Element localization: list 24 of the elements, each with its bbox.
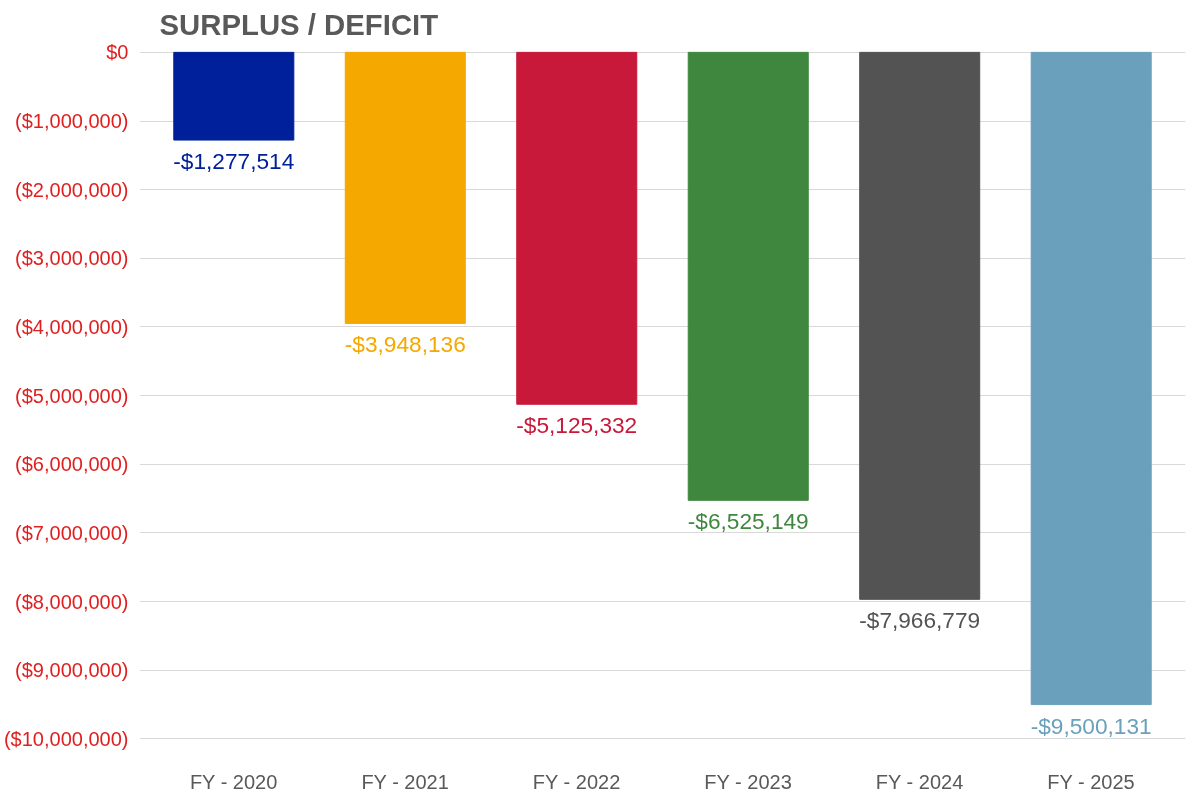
y-tick-label: ($5,000,000)	[15, 384, 129, 407]
data-label: -$7,966,779	[859, 607, 981, 634]
data-label: -$3,948,136	[344, 331, 466, 358]
x-tick-label: FY - 2023	[704, 770, 792, 793]
y-tick-label: ($8,000,000)	[15, 590, 129, 613]
data-label: -$6,525,149	[687, 508, 809, 535]
x-tick-label: FY - 2020	[189, 770, 278, 793]
y-tick-label: ($4,000,000)	[15, 315, 129, 338]
y-tick-label: ($6,000,000)	[15, 453, 129, 476]
y-tick-label: ($2,000,000)	[15, 178, 129, 201]
x-tick-label: FY - 2025	[1047, 770, 1135, 793]
y-tick-label: ($1,000,000)	[15, 110, 129, 133]
y-tick-label: $0	[106, 41, 129, 64]
data-label: -$5,125,332	[516, 412, 638, 439]
y-tick-label: ($3,000,000)	[15, 247, 129, 270]
data-label: -$1,277,514	[173, 148, 295, 175]
x-tick-label: FY - 2022	[532, 770, 621, 793]
x-tick-label: FY - 2021	[361, 770, 449, 793]
chart-title: SURPLUS / DEFICIT	[159, 7, 439, 41]
x-tick-label: FY - 2024	[875, 770, 964, 793]
data-label: -$9,500,131	[1030, 712, 1152, 739]
y-tick-label: ($9,000,000)	[15, 659, 129, 682]
y-tick-label: ($7,000,000)	[15, 521, 129, 544]
y-tick-label: ($10,000,000)	[3, 727, 129, 750]
